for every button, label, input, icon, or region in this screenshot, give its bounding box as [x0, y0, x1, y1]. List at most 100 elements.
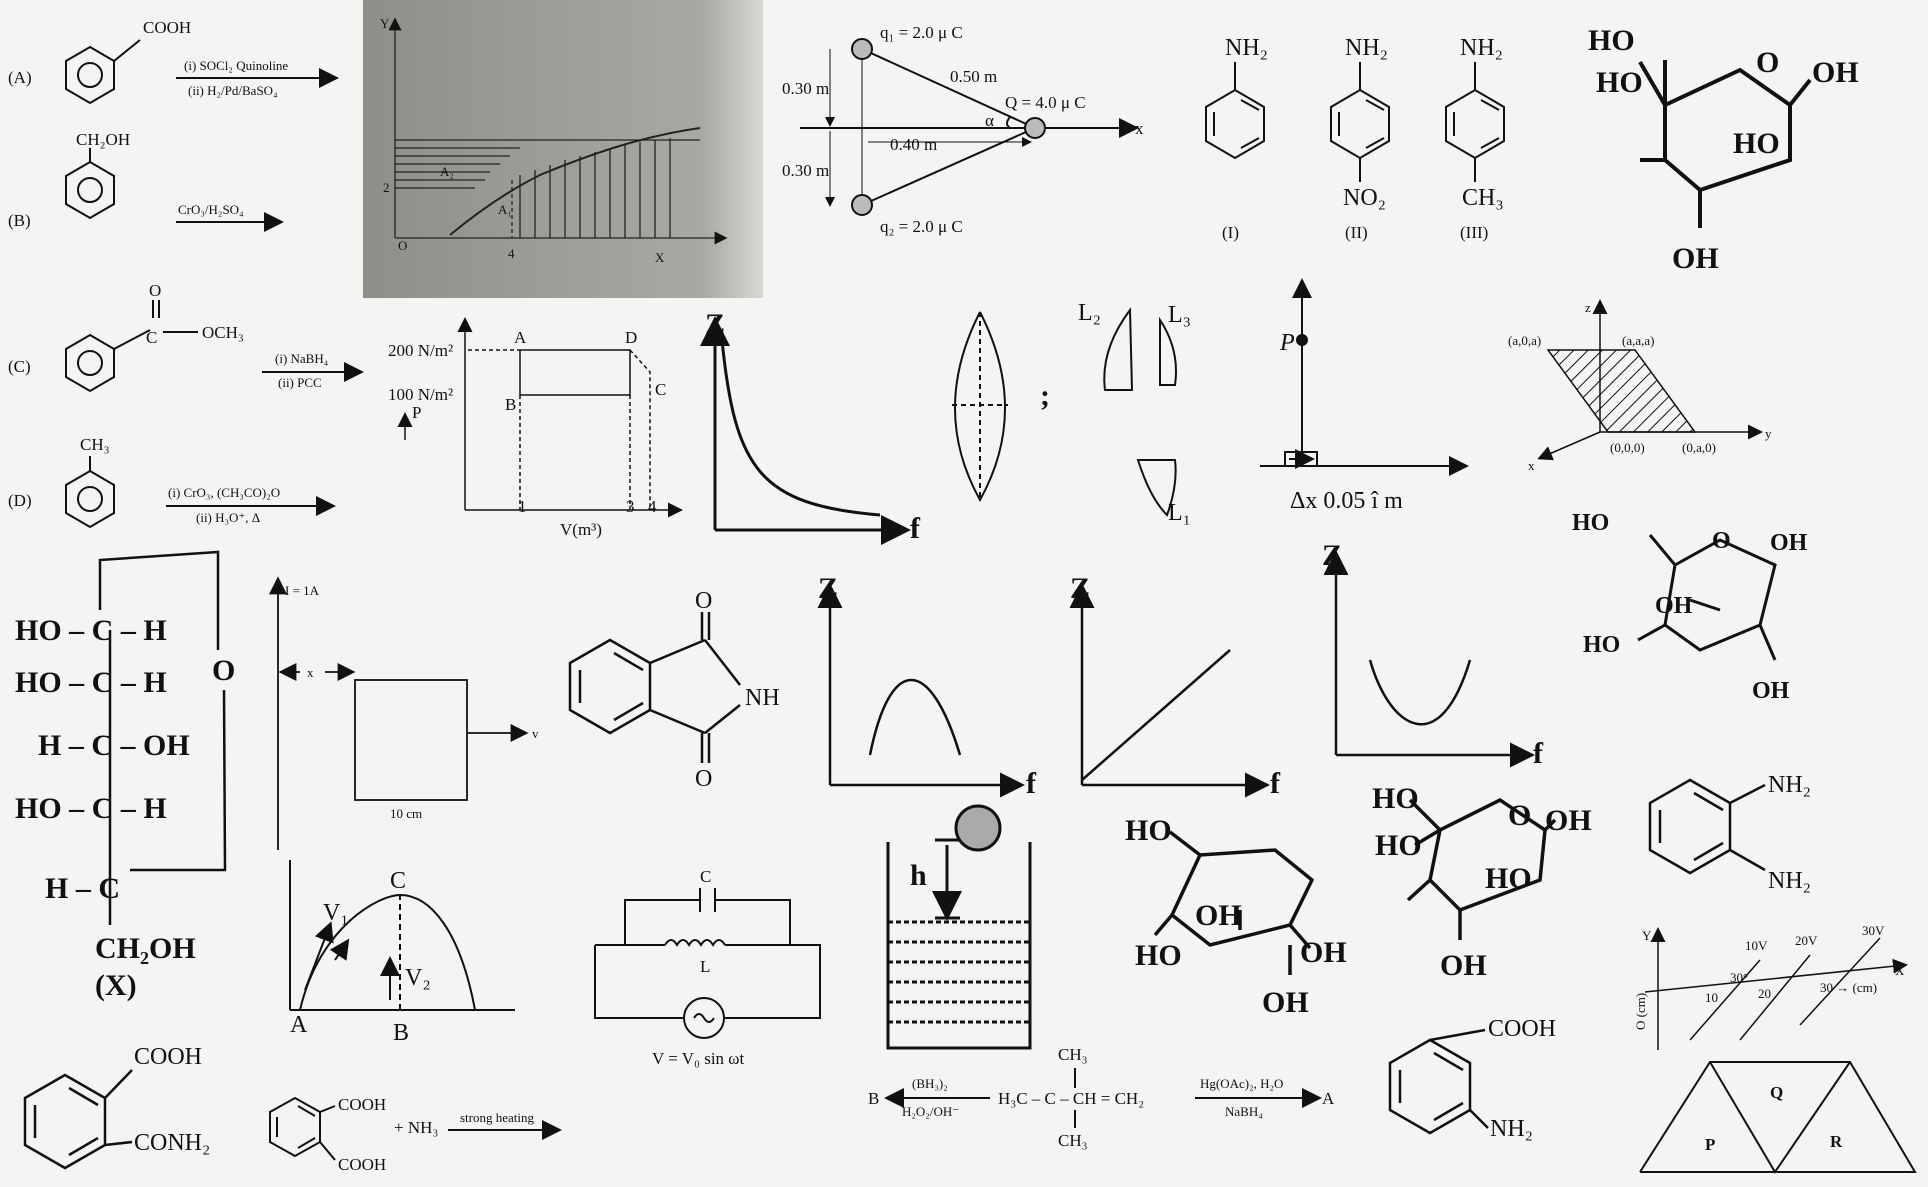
reaction-b-label: (B) [8, 211, 31, 230]
area-graph-a1: A₁ [498, 202, 512, 217]
lens-diagram: ; L₂ L₃ L₁ [952, 300, 1191, 526]
sugar-big-ho3: HO [1733, 127, 1780, 160]
zf4-z: Z [1322, 539, 1342, 572]
anthranilic-acid: COOH NH₂ [1388, 1016, 1556, 1142]
sugar2-ho2: HO [1583, 632, 1620, 658]
alkene-a: A [1322, 1089, 1335, 1108]
charge-q2 [851, 194, 873, 216]
zf-graph-decay: Z f [700, 308, 921, 545]
zf-graph-linear: Z f [1069, 572, 1281, 800]
sugar4-ho1: HO [1372, 782, 1419, 815]
proj-b: B [393, 1020, 409, 1046]
pv-b: B [505, 395, 516, 414]
phthal-o2: O [695, 766, 712, 792]
benzene-ring-d [65, 469, 115, 529]
zf3-f: f [1270, 767, 1281, 800]
equip-angle: 30° [1730, 970, 1748, 985]
anthranilic-cooh: COOH [1488, 1016, 1556, 1042]
lc-v: V = V₀ sin ωt [652, 1049, 744, 1068]
charges-diagram: q₁ = 2.0 μ C q₂ = 2.0 μ C Q = 4.0 μ C 0.… [782, 23, 1144, 236]
pv-v3: 3 [626, 497, 635, 516]
charge-q2-label: q₂ = 2.0 μ C [880, 217, 963, 236]
plane-p4: (0,a,0) [1682, 440, 1716, 455]
lc-c: C [700, 867, 711, 886]
aniline-2-label: (II) [1345, 223, 1368, 242]
pv-a: A [514, 328, 527, 347]
loop-x: x [307, 665, 314, 680]
aniline-3-top: NH₂ [1460, 35, 1503, 61]
alkene-left-top: (BH₃)₂ [912, 1076, 948, 1091]
charge-q1 [851, 38, 873, 60]
lens-l2: L₂ [1078, 300, 1101, 326]
phthal-o1: O [695, 588, 712, 614]
alkene-right-top: Hg(OAc)₂, H₂O [1200, 1076, 1283, 1091]
phth-cooh2: COOH [338, 1155, 386, 1174]
loop-v: v [532, 726, 539, 741]
sugar2-ho1: HO [1572, 510, 1609, 536]
plane-p2: (a,a,a) [1622, 333, 1654, 348]
area-graph-tick-2: 2 [383, 180, 390, 195]
fischer-r2: HO – C – H [15, 666, 167, 699]
equip-t20: 20 [1758, 986, 1771, 1001]
pv-v: V(m³) [560, 520, 602, 539]
alkene-reaction: CH₃ H₃C – C – CH = CH₂ CH₃ B (BH₃)₂ H₂O₂… [868, 1045, 1335, 1150]
phth-nh3: + NH₃ [394, 1118, 438, 1137]
area-graph-y: Y [380, 16, 390, 31]
amide-conh2: CONH₂ [134, 1130, 210, 1156]
sugar4-ho2: HO [1375, 829, 1422, 862]
rod-p: P [1279, 330, 1295, 356]
phthalimide: O O NH [568, 588, 780, 792]
reaction-a-reagent-2: (ii) H₂/Pd/BaSO₄ [188, 83, 278, 98]
tri-q: Q [1770, 1083, 1783, 1102]
lens-l3: L₃ [1168, 302, 1191, 328]
charge-q-label: Q = 4.0 μ C [1005, 93, 1086, 112]
reaction-c-carbon: C [146, 328, 157, 347]
sugar4-o: O [1508, 799, 1531, 832]
sugar3-ho2: HO [1135, 939, 1182, 972]
reactions-panel: (A) COOH (i) SOCl₂ Quinoline (ii) H₂/Pd/… [8, 18, 364, 529]
alkene-ch3a: CH₃ [1058, 1045, 1088, 1064]
reaction-a-substituent: COOH [143, 18, 191, 37]
alkene-main: H₃C – C – CH = CH₂ [998, 1089, 1144, 1108]
fischer-ch2oh: CH₂OH [95, 932, 196, 965]
sugar-big-oh2: OH [1672, 242, 1719, 275]
plane-diagram: z y x (a,0,a) (a,a,a) (0,0,0) (0,a,0) [1508, 299, 1772, 473]
equip-v20: 20V [1795, 933, 1818, 948]
reaction-b-reagent-1: CrO₃/H₂SO₄ [178, 202, 244, 217]
reaction-d-substituent: CH₃ [80, 435, 110, 454]
alkene-ch3b: CH₃ [1058, 1131, 1088, 1150]
wire-loop: I = 1A x v 10 cm [269, 576, 539, 850]
pv-p100: 100 N/m² [388, 385, 453, 404]
lc-l: L [700, 957, 710, 976]
reaction-a-label: (A) [8, 68, 32, 87]
proj-v2: V₂ [405, 965, 431, 991]
sugar2-oh2: OH [1655, 593, 1693, 619]
charges-d2: 0.30 m [782, 161, 829, 180]
loop-i: I = 1A [285, 583, 320, 598]
benzene-ring-c [65, 333, 115, 393]
benzene-ring-b [65, 160, 115, 220]
sugar-big: HO O OH HO HO OH [1588, 24, 1859, 275]
phthalic-reaction: COOH COOH + NH₃ strong heating [269, 1095, 562, 1174]
loop-rect [354, 679, 468, 801]
zf4-f: f [1533, 737, 1544, 770]
charge-q1-label: q₁ = 2.0 μ C [880, 23, 963, 42]
sugar-2: HO O OH OH HO OH [1572, 510, 1808, 704]
zf2-f: f [1026, 767, 1037, 800]
area-graph-origin: O [398, 238, 407, 253]
lc-circuit: C L V = V₀ sin ωt [594, 867, 821, 1068]
charges-d3: 0.40 m [890, 135, 937, 154]
aniline-1-label: (I) [1222, 223, 1239, 242]
plane-hatched-region [1546, 349, 1697, 433]
diamine: NH₂ NH₂ [1648, 772, 1811, 894]
equip-y: Y [1642, 928, 1652, 943]
proj-v1: V₁ [323, 900, 349, 926]
plane-x: x [1528, 458, 1535, 473]
sugar-4: HO O OH HO HO OH [1372, 782, 1592, 982]
sugar3-ho1: HO [1125, 814, 1172, 847]
reaction-c-label: (C) [8, 357, 31, 376]
charges-d1: 0.30 m [782, 79, 829, 98]
rod-dx: Δx 0.05 î m [1290, 488, 1403, 514]
zf1-f: f [910, 512, 921, 545]
